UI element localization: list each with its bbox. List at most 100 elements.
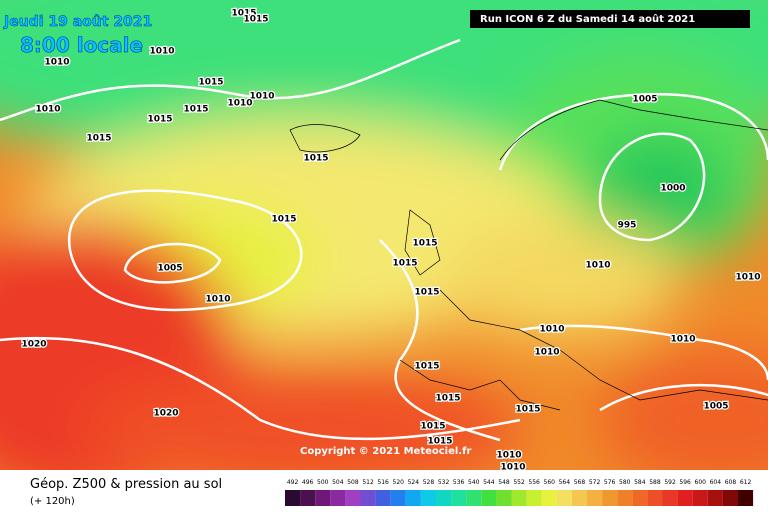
- valid-date: Jeudi 19 août 2021: [3, 14, 152, 30]
- run-banner: [470, 10, 750, 28]
- scale-label: 592: [664, 479, 676, 486]
- scale-label: 612: [740, 479, 752, 486]
- isobar-label: 1015: [515, 405, 540, 415]
- scale-label: 552: [513, 479, 525, 486]
- scale-swatch: [677, 490, 693, 506]
- scale-label: 516: [377, 479, 389, 486]
- isobar-label: 1000: [660, 184, 685, 194]
- isobar-label: 1015: [420, 422, 445, 432]
- coastlines: [289, 99, 768, 411]
- scale-label: 556: [528, 479, 540, 486]
- isobar-label: 1020: [21, 340, 46, 350]
- scale-label: 508: [347, 479, 359, 486]
- scale-swatch: [330, 490, 346, 506]
- scale-swatch: [632, 490, 648, 506]
- run-info: Run ICON 6 Z du Samedi 14 août 2021: [480, 13, 695, 25]
- isobar-label: 1010: [735, 273, 760, 283]
- isobar-label: 1015: [392, 259, 417, 269]
- isobar-label: 1010: [35, 105, 60, 115]
- isobar-label: 1015: [147, 115, 172, 125]
- scale-swatch: [285, 490, 301, 506]
- scale-label: 496: [302, 479, 314, 486]
- scale-swatch: [662, 490, 678, 506]
- isobar-label: 1010: [500, 463, 525, 473]
- isobar-label: 1010: [534, 348, 559, 358]
- scale-label: 604: [710, 479, 722, 486]
- isobar-label: 1015: [231, 9, 256, 19]
- isobar-label: 1005: [632, 95, 657, 105]
- isobar-label: 1010: [249, 92, 274, 102]
- scale-swatch: [496, 490, 512, 506]
- scale-swatch: [481, 490, 497, 506]
- isobar-label: 995: [618, 221, 637, 231]
- isobar-label: 1015: [86, 134, 111, 144]
- scale-swatch: [587, 490, 603, 506]
- scale-label: 548: [498, 479, 510, 486]
- scale-swatch: [315, 490, 331, 506]
- scale-swatch: [571, 490, 587, 506]
- scale-label: 584: [634, 479, 646, 486]
- isobar-label: 1015: [427, 437, 452, 447]
- scale-swatch: [405, 490, 421, 506]
- isobar-label: 1015: [198, 78, 223, 88]
- scale-swatch: [692, 490, 708, 506]
- scale-swatch: [390, 490, 406, 506]
- scale-label: 608: [725, 479, 737, 486]
- scale-swatch: [420, 490, 436, 506]
- isobar-label: 1010: [539, 325, 564, 335]
- isobar-label: 1010: [227, 99, 252, 109]
- scale-swatch: [541, 490, 557, 506]
- scale-label: 504: [332, 479, 344, 486]
- scale-swatch: [722, 490, 738, 506]
- valid-time: 8:00 locale: [20, 33, 143, 57]
- scale-label: 536: [453, 479, 465, 486]
- scale-label: 540: [468, 479, 480, 486]
- scale-label: 568: [574, 479, 586, 486]
- color-scale: 492 496 500 504 508 512 516 520 524 528 532 536 540 5…: [285, 479, 754, 506]
- isobar-labels: 1015101510101010101510101010101510101015…: [20, 7, 762, 474]
- scale-label: 528: [423, 479, 435, 486]
- isobar-label: 1010: [670, 335, 695, 345]
- scale-label: 560: [544, 479, 556, 486]
- isobar-label: 1010: [44, 58, 69, 68]
- footer-title: Géop. Z500 & pression au sol: [30, 477, 222, 492]
- scale-label: 564: [559, 479, 571, 486]
- scale-swatch: [436, 490, 452, 506]
- isobar-label: 1015: [414, 362, 439, 372]
- isobar-label: 1015: [271, 215, 296, 225]
- scale-label: 500: [317, 479, 329, 486]
- isobar-label: 1015: [435, 394, 460, 404]
- isobar-label: 1005: [157, 264, 182, 274]
- scale-label: 532: [438, 479, 450, 486]
- scale-swatch: [647, 490, 663, 506]
- scale-swatch: [375, 490, 391, 506]
- scale-label: 588: [649, 479, 661, 486]
- isobar-label: 1005: [703, 402, 728, 412]
- isobar-label: 1010: [205, 295, 230, 305]
- scale-label: 580: [619, 479, 631, 486]
- isobar-label: 1015: [183, 105, 208, 115]
- isobar-label: 1015: [243, 15, 268, 25]
- isobar-label: 1010: [496, 451, 521, 461]
- isobar-label: 1015: [414, 288, 439, 298]
- copyright: Copyright © 2021 Meteociel.fr: [300, 446, 471, 457]
- scale-label: 600: [695, 479, 707, 486]
- scale-label: 524: [408, 479, 420, 486]
- scale-swatch: [511, 490, 527, 506]
- scale-label: 576: [604, 479, 616, 486]
- isobar-label: 1010: [585, 261, 610, 271]
- scale-label: 544: [483, 479, 495, 486]
- scale-swatch: [617, 490, 633, 506]
- scale-swatch: [451, 490, 467, 506]
- isobars: [0, 38, 768, 442]
- footer-lead: (+ 120h): [30, 496, 75, 507]
- scale-swatch: [526, 490, 542, 506]
- scale-swatch: [300, 490, 316, 506]
- scale-label: 596: [679, 479, 691, 486]
- scale-label: 512: [362, 479, 374, 486]
- scale-swatch: [707, 490, 723, 506]
- scale-label: 520: [393, 479, 405, 486]
- scale-swatch: [738, 490, 754, 506]
- scale-swatch: [556, 490, 572, 506]
